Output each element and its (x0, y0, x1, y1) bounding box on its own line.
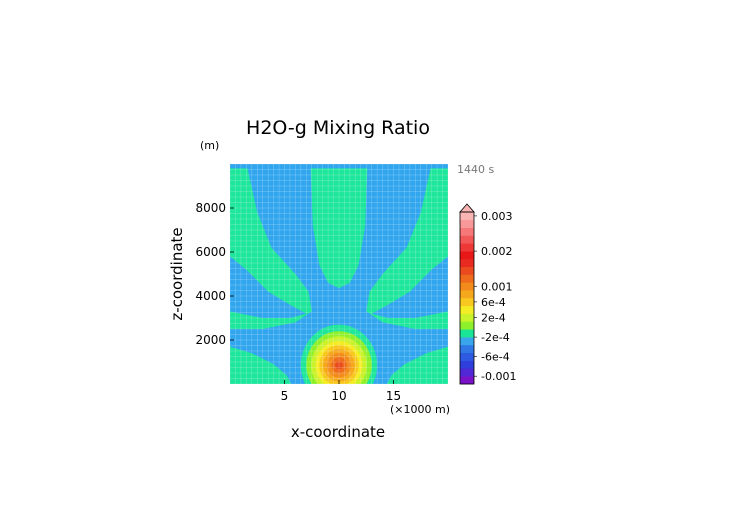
blob-ring-8 (335, 361, 343, 370)
contour-region-mid-blue-band (310, 304, 368, 329)
colorbar-segment (460, 282, 474, 291)
colorbar-frame (459, 211, 475, 385)
colorbar-segment (460, 251, 474, 260)
colorbar-segment (460, 360, 474, 369)
y-tick-label: 6000 (195, 245, 226, 259)
colorbar-segment (460, 274, 474, 283)
colorbar-extend-arrow (459, 203, 475, 213)
colorbar-segment (460, 219, 474, 228)
colorbar-label: 6e-4 (481, 296, 506, 309)
colorbar-segment (460, 290, 474, 299)
colorbar-segment (460, 313, 474, 322)
contour-region-upper-right-blue (371, 256, 448, 318)
colorbar-segment (460, 344, 474, 354)
contour-region-upper-left-blue (230, 256, 307, 318)
x-axis-ticks: 5 10 15 (281, 380, 401, 403)
x-unit-label: (×1000 m) (390, 403, 450, 416)
x-tick-label: 5 (281, 389, 289, 403)
colorbar-segment (460, 227, 474, 236)
colorbar: 0.003 0.002 0.001 6e-4 2e-4 -2e-4 -6e-4 -0.001 (459, 203, 516, 385)
colorbar-segment (460, 266, 474, 275)
colorbar-segment (460, 352, 474, 361)
colorbar-segment (460, 337, 474, 346)
colorbar-segment (460, 329, 474, 338)
colorbar-label: 0.002 (481, 245, 513, 258)
colorbar-label: -0.001 (481, 370, 516, 383)
plot-area (230, 164, 448, 384)
colorbar-segment (460, 298, 474, 307)
colorbar-segment (460, 368, 474, 377)
y-tick-label: 2000 (195, 333, 226, 347)
chart-title: H2O-g Mixing Ratio (246, 117, 430, 139)
colorbar-label: 0.001 (481, 280, 513, 293)
y-tick-label: 8000 (195, 201, 226, 215)
contour-region-central-column (310, 168, 368, 289)
colorbar-label: -6e-4 (481, 351, 510, 364)
contour-region-lower-right-band (387, 346, 448, 384)
colorbar-segment (460, 376, 474, 385)
colorbar-label: 2e-4 (481, 312, 506, 325)
y-unit-label: (m) (200, 139, 219, 152)
colorbar-segment (460, 305, 474, 314)
colorbar-segment (460, 321, 474, 330)
contour-region-lower-left-band (230, 346, 291, 384)
colorbar-segment (460, 235, 474, 244)
x-axis-label: x-coordinate (291, 423, 385, 441)
colorbar-segment (460, 258, 474, 268)
central-maximum (300, 324, 378, 384)
colorbar-segment (460, 212, 474, 221)
y-axis-label: z-coordinate (168, 227, 186, 320)
y-axis-ticks: 2000 4000 6000 8000 (195, 201, 234, 347)
x-tick-label: 15 (386, 389, 401, 403)
colorbar-label: 0.003 (481, 210, 513, 223)
y-tick-label: 4000 (195, 289, 226, 303)
x-tick-label: 10 (331, 389, 346, 403)
gridlines (230, 164, 448, 384)
colorbar-segment (460, 243, 474, 252)
colorbar-label: -2e-4 (481, 331, 510, 344)
contour-regions (230, 168, 448, 384)
time-label: 1440 s (457, 163, 494, 176)
